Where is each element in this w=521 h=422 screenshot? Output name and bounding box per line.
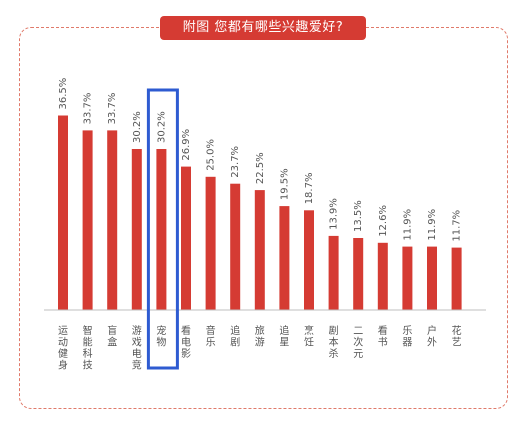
bar-2 [82, 130, 93, 310]
bar-6 [181, 166, 191, 310]
category-label-8: 追剧 [230, 324, 240, 349]
category-label-11: 烹饪 [304, 324, 314, 349]
value-label-5: 30.2% [156, 111, 167, 143]
bar-9 [254, 190, 265, 310]
value-label-16: 11.9% [427, 209, 438, 241]
value-label-4: 30.2% [132, 111, 143, 143]
category-label-12: 剧本杀 [329, 325, 339, 360]
value-label-9: 22.5% [255, 152, 266, 184]
bar-14 [377, 242, 388, 310]
bars-layer [58, 115, 462, 311]
value-label-8: 23.7% [230, 146, 241, 178]
bar-7 [205, 176, 216, 311]
bar-15 [402, 246, 413, 310]
value-label-17: 11.7% [452, 210, 463, 242]
value-label-12: 13.9% [329, 198, 340, 230]
bar-16 [427, 246, 437, 310]
highlight-box [146, 88, 179, 370]
labels-layer: 36.5% 运动健身 33.7% 智能科技 33.7% 盲盒 30.2% 游戏电竞 30.2% 宠… [58, 78, 463, 372]
bar-13 [353, 238, 364, 310]
bar-17 [451, 247, 462, 310]
category-label-13: 二次元 [353, 326, 363, 360]
bar-5 [156, 149, 167, 310]
value-label-15: 11.9% [402, 209, 413, 241]
value-label-2: 33.7% [83, 93, 94, 125]
category-label-14: 看书 [378, 324, 388, 349]
value-label-6: 26.9% [181, 129, 192, 161]
category-label-6: 看电影 [181, 324, 191, 360]
category-label-10: 追星 [279, 324, 289, 349]
value-label-3: 33.7% [107, 93, 118, 125]
bar-11 [304, 210, 314, 310]
value-label-13: 13.5% [353, 200, 364, 232]
bar-12 [328, 235, 339, 310]
value-label-10: 19.5% [279, 168, 290, 200]
chart-title: 附图 您都有哪些兴趣爱好? [160, 16, 366, 40]
bar-8 [230, 183, 241, 310]
value-label-7: 25.0% [206, 139, 217, 171]
category-label-2: 智能科技 [83, 324, 93, 372]
category-label-16: 户外 [427, 324, 437, 349]
category-label-17: 花艺 [452, 324, 462, 349]
category-label-5: 宠物 [156, 324, 166, 349]
bar-10 [279, 206, 290, 310]
bar-1 [58, 115, 68, 310]
category-label-7: 音乐 [206, 324, 216, 349]
category-label-3: 盲盒 [107, 324, 117, 349]
category-label-1: 运动健身 [58, 325, 68, 372]
value-label-1: 36.5% [58, 78, 69, 110]
value-label-11: 18.7% [304, 173, 315, 205]
category-label-4: 游戏电竞 [132, 324, 142, 372]
category-label-9: 旅游 [255, 324, 265, 349]
value-label-14: 12.6% [378, 205, 389, 237]
category-label-15: 乐器 [402, 325, 412, 349]
bar-3 [107, 130, 118, 310]
bar-4 [131, 149, 142, 310]
